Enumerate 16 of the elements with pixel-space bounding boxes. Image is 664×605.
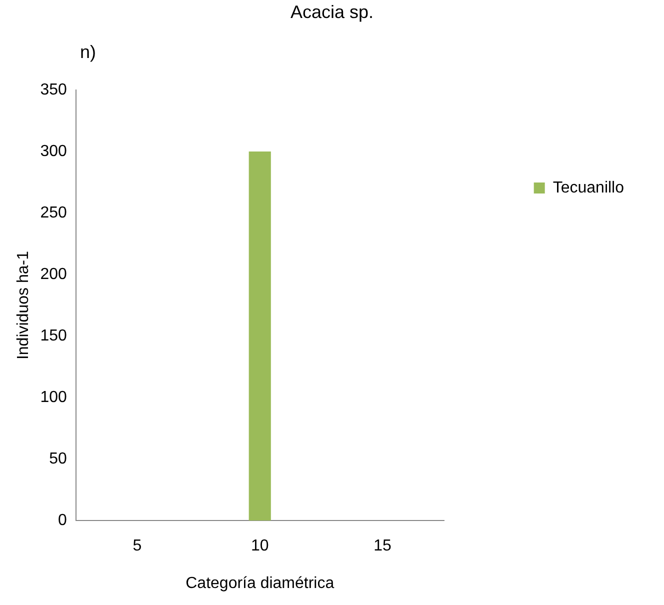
y-tick-label: 350 [40,81,67,98]
y-tick-label: 0 [58,512,67,530]
chart-title: Acacia sp. [289,2,375,23]
y-axis-title: Individuos ha-1 [15,250,32,360]
x-axis-title: Categoría diamétrica [186,574,334,592]
text: n) [80,42,96,63]
y-tick-label: 50 [49,450,67,468]
y-tick-label: 150 [40,327,67,344]
y-tick-label: 100 [40,388,67,406]
y-tick-label: 250 [40,204,67,222]
x-tick-label: 10 [250,538,269,555]
y-tick-label: 200 [40,266,67,283]
x-tick-label: 15 [374,538,392,555]
y-tick-label: 300 [40,142,67,160]
legend-label: Tecuanillo [552,179,624,196]
x-tick-label: 5 [132,538,142,555]
